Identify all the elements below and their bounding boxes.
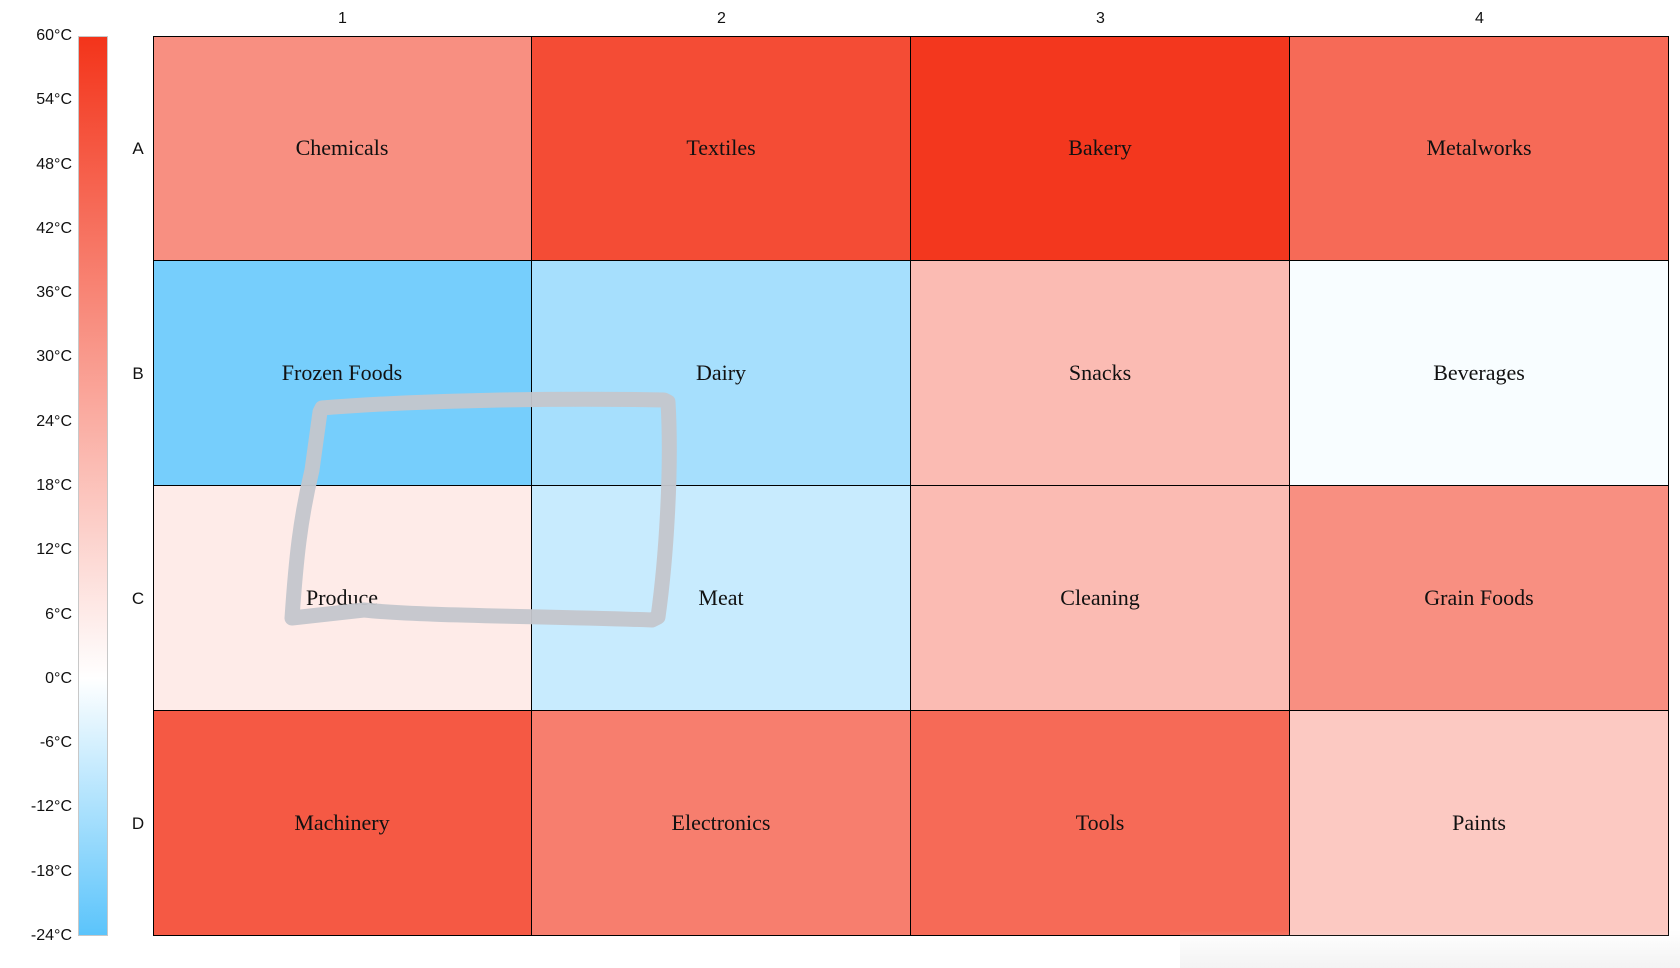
cell-label: Cleaning <box>1060 585 1140 610</box>
cell-label: Grain Foods <box>1424 585 1534 610</box>
heatmap-cell[interactable]: Grain Foods <box>1290 486 1669 711</box>
column-label: 4 <box>1475 10 1484 27</box>
cell-label: Chemicals <box>295 135 389 160</box>
cell-label: Paints <box>1452 810 1506 835</box>
legend-tick-label: -24°C <box>30 927 72 944</box>
cell-label: Dairy <box>695 360 747 385</box>
heatmap-cell[interactable]: Electronics <box>532 711 911 936</box>
row-label: C <box>131 588 145 608</box>
cell-label: Frozen Foods <box>281 360 403 385</box>
row-label: A <box>132 138 144 158</box>
cell-label: Tools <box>1075 810 1125 835</box>
heatmap-cell[interactable]: Cleaning <box>911 486 1290 711</box>
heatmap-cell[interactable]: Textiles <box>532 36 911 261</box>
column-label: 1 <box>338 10 347 27</box>
legend-tick-label: -6°C <box>39 734 72 752</box>
legend-tick-label: -12°C <box>30 798 72 816</box>
legend-tick-label: 54°C <box>36 91 72 109</box>
cell-label: Beverages <box>1433 360 1525 385</box>
legend-tick-label: 18°C <box>36 477 72 494</box>
heatmap-cell[interactable]: Paints <box>1290 711 1669 936</box>
cell-label: Meat <box>698 585 744 610</box>
cell-label: Snacks <box>1068 360 1132 385</box>
legend-tick-label: 24°C <box>36 412 72 430</box>
heatmap-cell[interactable]: Dairy <box>532 261 911 486</box>
legend-tick-label: 30°C <box>36 348 72 366</box>
heatmap-cell[interactable]: Chemicals <box>153 36 532 261</box>
legend-tick-label: -18°C <box>30 862 72 880</box>
heatmap-cell[interactable]: Bakery <box>911 36 1290 261</box>
legend-tick-label: 12°C <box>36 541 72 559</box>
legend-tick-label: 36°C <box>36 284 72 302</box>
row-label: D <box>131 813 145 833</box>
heatmap-cell[interactable]: Tools <box>911 711 1290 936</box>
cell-label: Electronics <box>671 810 771 835</box>
heatmap-cell[interactable]: Beverages <box>1290 261 1669 486</box>
heatmap-cell[interactable]: Metalworks <box>1290 36 1669 261</box>
row-label: B <box>132 363 144 383</box>
cell-label: Textiles <box>686 135 756 160</box>
column-label: 2 <box>717 10 726 27</box>
color-legend-bar <box>78 36 108 936</box>
cell-label: Metalworks <box>1426 135 1532 160</box>
column-label: 3 <box>1096 10 1105 27</box>
legend-tick-label: 42°C <box>36 219 72 237</box>
cell-label: Bakery <box>1068 135 1132 160</box>
legend-tick-label: 0°C <box>45 669 72 687</box>
heatmap-cell[interactable]: Snacks <box>911 261 1290 486</box>
heatmap-cell[interactable]: Produce <box>153 486 532 711</box>
legend-tick-label: 6°C <box>45 605 72 623</box>
legend-tick-label: 60°C <box>36 27 72 44</box>
cell-label: Machinery <box>294 810 390 835</box>
heatmap-cell[interactable]: Machinery <box>153 711 532 936</box>
heatmap-cell[interactable]: Frozen Foods <box>153 261 532 486</box>
legend-tick-label: 48°C <box>36 155 72 173</box>
heatmap-cell[interactable]: Meat <box>532 486 911 711</box>
cell-label: Produce <box>305 585 379 610</box>
